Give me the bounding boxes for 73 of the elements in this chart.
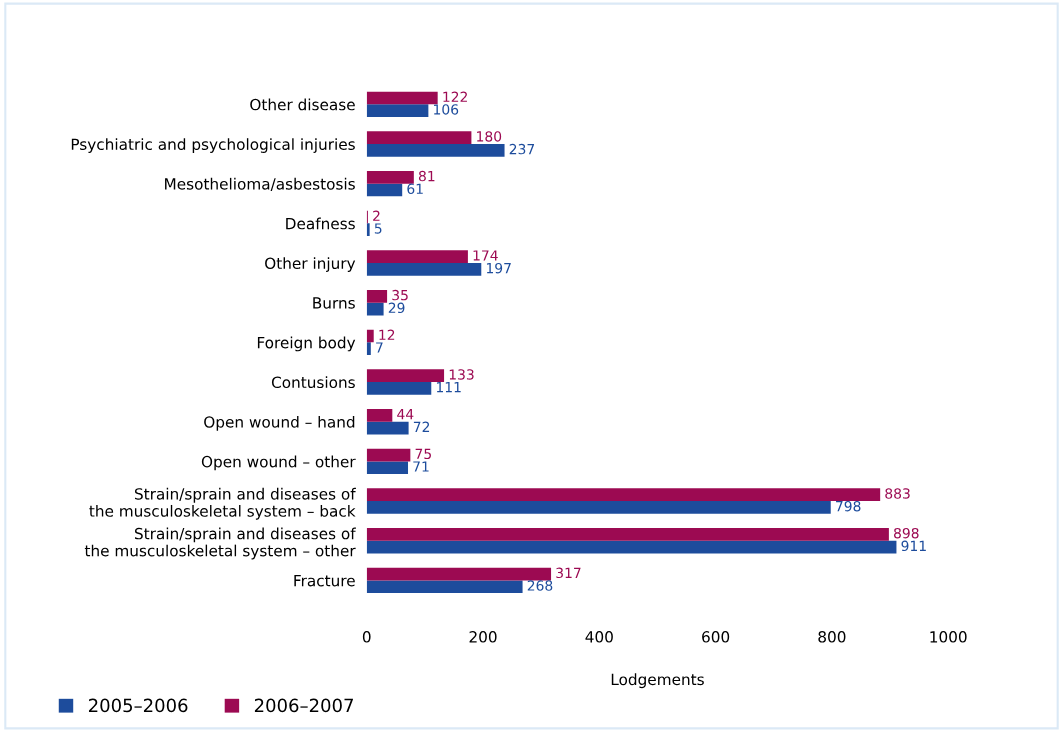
data-label: 111 bbox=[436, 382, 461, 393]
y-tick-label: Foreign body bbox=[257, 336, 356, 352]
data-label: 883 bbox=[885, 488, 910, 499]
data-label: 29 bbox=[388, 302, 405, 314]
data-label: 71 bbox=[413, 461, 429, 472]
data-label: 106 bbox=[434, 104, 459, 115]
bar bbox=[366, 567, 552, 581]
data-label: 237 bbox=[509, 143, 535, 155]
x-tick-label: 800 bbox=[818, 631, 846, 643]
data-label: 798 bbox=[836, 500, 861, 512]
bar bbox=[366, 91, 438, 105]
data-label: 5 bbox=[374, 223, 382, 234]
bar bbox=[366, 461, 409, 475]
x-tick-label: 600 bbox=[702, 631, 730, 643]
bar bbox=[366, 183, 403, 197]
x-tick-label: 0 bbox=[362, 631, 371, 643]
data-label: 75 bbox=[415, 448, 431, 460]
y-tick-label: Strain/sprain and diseases of the musculoskeletal system – other bbox=[84, 527, 356, 560]
bar bbox=[366, 342, 371, 356]
data-label: 61 bbox=[407, 183, 423, 195]
data-label: 174 bbox=[473, 250, 498, 261]
y-tick-label: Open wound – other bbox=[201, 455, 356, 471]
x-tick-label: 400 bbox=[585, 631, 613, 643]
x-tick-label: 200 bbox=[469, 631, 497, 643]
legend-label: 2005–2006 bbox=[88, 698, 188, 713]
bar bbox=[366, 170, 414, 184]
legend-label: 2006–2007 bbox=[254, 698, 353, 713]
bar bbox=[366, 409, 393, 422]
y-tick-label: Other disease bbox=[250, 98, 355, 111]
bar bbox=[366, 144, 505, 157]
data-label: 898 bbox=[894, 527, 919, 539]
y-tick-label: Open wound – hand bbox=[204, 415, 355, 431]
bar bbox=[366, 369, 445, 383]
data-label: 133 bbox=[449, 369, 474, 380]
y-tick-label: Burns bbox=[313, 297, 355, 309]
bar bbox=[366, 528, 889, 541]
x-axis-title: Lodgements bbox=[611, 673, 704, 689]
data-label: 911 bbox=[901, 540, 926, 552]
data-label: 122 bbox=[443, 91, 467, 102]
data-label: 268 bbox=[527, 580, 553, 591]
bar bbox=[366, 289, 388, 303]
y-tick-label: Strain/sprain and diseases of the musculoskeletal system – back bbox=[89, 487, 356, 520]
data-label: 197 bbox=[486, 262, 511, 274]
y-tick-label: Deafness bbox=[286, 217, 355, 230]
data-label: 12 bbox=[379, 329, 395, 340]
data-label: 72 bbox=[413, 421, 430, 432]
bar bbox=[366, 448, 411, 462]
y-tick-label: Fracture bbox=[294, 575, 355, 587]
bar bbox=[366, 223, 370, 237]
bar bbox=[366, 329, 374, 343]
bar bbox=[366, 382, 432, 395]
bar bbox=[366, 421, 409, 435]
data-label: 44 bbox=[397, 409, 414, 420]
bar bbox=[366, 501, 831, 514]
data-label: 7 bbox=[376, 342, 383, 353]
data-label: 81 bbox=[418, 170, 435, 182]
data-label: 317 bbox=[556, 567, 581, 579]
data-label: 2 bbox=[373, 210, 380, 221]
bar bbox=[366, 540, 897, 554]
bar bbox=[366, 263, 482, 276]
bar bbox=[366, 302, 384, 316]
y-tick-label: Contusions bbox=[271, 376, 355, 389]
data-label: 180 bbox=[477, 131, 502, 142]
y-tick-label: Psychiatric and psychological injuries bbox=[71, 138, 355, 153]
bar bbox=[366, 104, 429, 118]
bar bbox=[366, 580, 523, 594]
data-label: 35 bbox=[392, 289, 408, 301]
y-tick-label: Other injury bbox=[265, 257, 356, 272]
x-tick-label: 1000 bbox=[930, 631, 967, 643]
y-tick-label: Mesothelioma/asbestosis bbox=[165, 177, 355, 191]
bar bbox=[366, 131, 472, 144]
bar bbox=[366, 488, 881, 502]
bar bbox=[366, 250, 468, 264]
